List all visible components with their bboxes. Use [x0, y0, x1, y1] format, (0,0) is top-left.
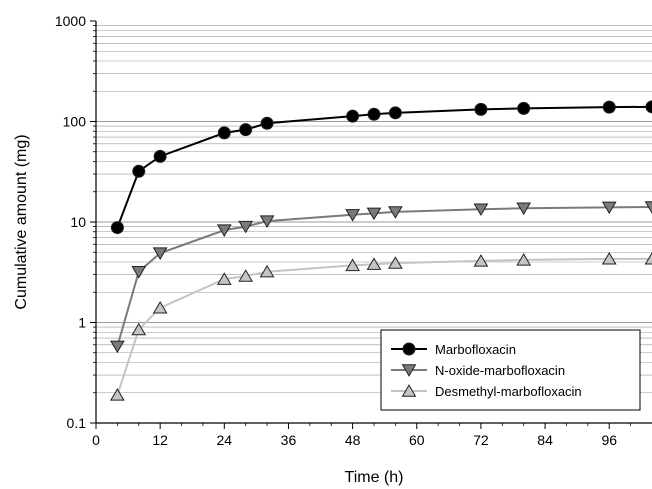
series-desmethyl-marbofloxacin [110, 252, 652, 401]
data-point [516, 202, 532, 216]
axis-ticks: 0.1 1 10 100 1000 0 12 24 36 48 60 72 84 96 [55, 13, 632, 448]
series-line [116, 105, 652, 228]
x-tick-label: 84 [537, 432, 553, 448]
data-point [601, 252, 617, 265]
legend: Marbofloxacin N-oxide-marbofloxacin Desmet… [380, 329, 641, 411]
data-point [516, 253, 532, 266]
data-point [110, 388, 125, 401]
data-point [110, 340, 125, 354]
y-tick-label: 0.1 [67, 415, 87, 431]
data-point [473, 254, 489, 267]
x-tick-label: 12 [152, 432, 168, 448]
x-axis-label: Time (h) [345, 469, 404, 486]
data-point [366, 207, 382, 221]
x-tick-label: 0 [92, 432, 100, 448]
y-tick-label: 1000 [55, 13, 86, 29]
data-point [388, 206, 403, 219]
data-point [474, 102, 488, 116]
series-line [116, 206, 652, 347]
y-axis-label: Cumulative amount (mg) [13, 134, 30, 309]
data-point [601, 201, 617, 215]
x-tick-label: 48 [345, 432, 361, 448]
data-point [238, 220, 254, 234]
data-point [239, 123, 253, 137]
legend-label: Desmethyl-marbofloxacin [435, 384, 582, 399]
data-point [345, 258, 360, 272]
y-tick-label: 100 [63, 114, 87, 130]
data-point [217, 126, 231, 140]
data-point [216, 272, 232, 285]
legend-marker [401, 364, 417, 377]
legend-label: N-oxide-marbofloxacin [435, 363, 565, 378]
series-n-oxide-marbofloxacin [110, 201, 652, 354]
y-tick-label: 10 [70, 214, 86, 230]
data-point [346, 109, 360, 123]
data-point [366, 257, 382, 270]
legend-item: N-oxide-marbofloxacin [391, 363, 565, 378]
legend-marker [402, 342, 416, 356]
legend-label: Marbofloxacin [435, 342, 516, 357]
data-point [110, 221, 124, 235]
data-point [367, 107, 381, 121]
data-point [238, 269, 254, 282]
series-layer [110, 100, 652, 401]
data-point [645, 100, 652, 114]
series-marbofloxacin [110, 100, 652, 235]
data-point [260, 116, 274, 130]
data-point [644, 252, 652, 265]
data-point [132, 164, 146, 178]
y-tick-label: 1 [78, 315, 86, 331]
data-point [644, 201, 652, 214]
grid [96, 25, 652, 394]
data-point [517, 101, 531, 115]
legend-marker [401, 384, 417, 397]
data-point [602, 100, 616, 114]
data-point [473, 203, 489, 217]
data-point [152, 247, 168, 260]
legend-item: Marbofloxacin [391, 342, 516, 357]
legend-item: Desmethyl-marbofloxacin [391, 384, 582, 399]
data-point [153, 149, 167, 163]
data-point [152, 300, 168, 314]
data-point [259, 264, 275, 278]
x-tick-label: 24 [217, 432, 233, 448]
data-point [345, 209, 360, 222]
x-tick-label: 36 [281, 432, 297, 448]
data-point [388, 106, 402, 120]
data-point [131, 322, 147, 336]
data-point [259, 215, 275, 228]
x-tick-label: 60 [409, 432, 425, 448]
data-point [131, 266, 147, 279]
x-tick-label: 96 [601, 432, 617, 448]
data-point [388, 256, 403, 269]
data-point [216, 224, 232, 237]
x-tick-label: 72 [473, 432, 489, 448]
